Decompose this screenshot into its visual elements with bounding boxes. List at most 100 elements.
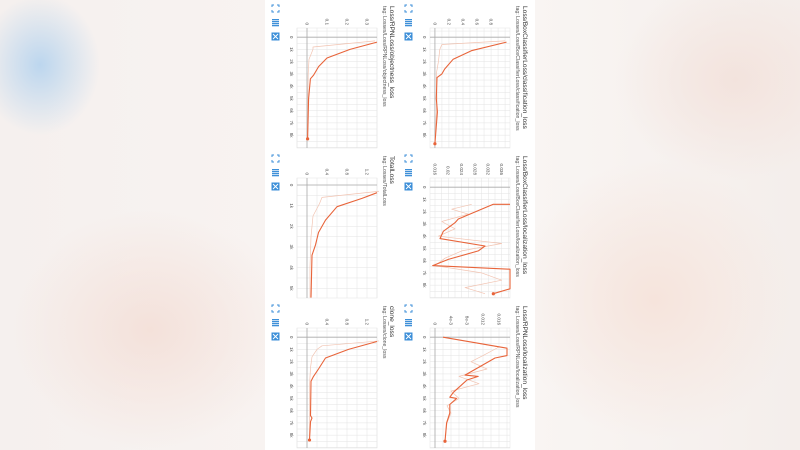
chart-fit-domain-button[interactable]	[272, 32, 281, 41]
line-chart[interactable]: 0 1k 2k 3k 4k 5k 6k 7k 8k 0 0.1 0.2 0.3	[267, 0, 399, 150]
chart-fullscreen-button[interactable]	[272, 154, 281, 163]
fit-domain-icon[interactable]	[405, 182, 414, 191]
chart-data-table-button[interactable]	[272, 168, 281, 177]
y-tick-label: 0.016	[496, 314, 501, 326]
chart-fullscreen-button[interactable]	[272, 304, 281, 313]
fit-domain-icon[interactable]	[272, 332, 281, 341]
x-tick-label: 5k	[289, 396, 294, 402]
line-chart[interactable]: 0 1k 2k 3k 4k 5k 6k 7k 8k 0 0.2 0.4 0.6 0.8	[400, 0, 532, 150]
data-table-icon[interactable]	[272, 18, 281, 27]
x-tick-label: 6k	[422, 408, 427, 414]
raw-series-line	[434, 40, 506, 144]
chart-fit-domain-button[interactable]	[405, 332, 414, 341]
chart-data-table-button[interactable]	[405, 18, 414, 27]
x-tick-label: 0	[422, 336, 427, 339]
y-tick-label: 0.036	[499, 164, 504, 176]
fit-domain-icon[interactable]	[405, 32, 414, 41]
last-point-marker	[443, 439, 447, 443]
chart-data-table-button[interactable]	[272, 18, 281, 27]
chart-fullscreen-button[interactable]	[405, 4, 414, 13]
plot-frame	[296, 327, 378, 449]
x-tick-label: 1k	[422, 47, 427, 53]
x-tick-label: 3k	[422, 221, 427, 227]
y-tick-label: 0.012	[480, 314, 485, 326]
blurred-background-left	[0, 0, 266, 450]
y-tick-label: 0	[432, 322, 437, 325]
x-tick-label: 7k	[289, 120, 294, 126]
chart-fullscreen-button[interactable]	[405, 154, 414, 163]
x-tick-label: 2k	[422, 59, 427, 65]
x-tick-label: 5k	[422, 246, 427, 252]
x-tick-label: 8k	[289, 133, 294, 139]
x-tick-label: 4k	[289, 265, 294, 271]
chart-data-table-button[interactable]	[272, 318, 281, 327]
chart-fit-domain-button[interactable]	[272, 182, 281, 191]
fullscreen-icon[interactable]	[272, 154, 281, 163]
chart-toolbar	[403, 304, 415, 341]
y-tick-label: 0.4	[324, 319, 329, 326]
chart-fullscreen-button[interactable]	[405, 304, 414, 313]
y-tick-label: 0	[304, 172, 309, 175]
chart-data-table-button[interactable]	[405, 168, 414, 177]
chart-card-box-localization-loss: Loss/BoxClassifierLoss/localization_loss…	[400, 150, 532, 300]
fullscreen-icon[interactable]	[405, 154, 414, 163]
fit-domain-icon[interactable]	[272, 182, 281, 191]
chart-fullscreen-button[interactable]	[272, 4, 281, 13]
last-point-marker	[433, 142, 437, 146]
x-tick-label: 4k	[289, 384, 294, 390]
fullscreen-icon[interactable]	[272, 4, 281, 13]
line-chart[interactable]: 0 1k 2k 3k 4k 5k 0 0.4 0.8 1.2	[267, 150, 399, 300]
line-chart[interactable]: 0 1k 2k 3k 4k 5k 6k 7k 8k 0 0.4 0.8 1.2	[267, 300, 399, 450]
fullscreen-icon[interactable]	[272, 304, 281, 313]
chart-fit-domain-button[interactable]	[405, 182, 414, 191]
chart-toolbar	[403, 154, 415, 191]
x-tick-label: 0	[289, 184, 294, 187]
x-tick-label: 5k	[289, 286, 294, 292]
x-tick-label: 5k	[289, 96, 294, 102]
y-tick-label: 0.032	[486, 164, 491, 176]
plot-frame	[296, 27, 378, 149]
x-tick-label: 3k	[422, 71, 427, 77]
fullscreen-icon[interactable]	[405, 304, 414, 313]
y-tick-label: 0	[432, 22, 437, 25]
y-tick-label: 8e-3	[464, 316, 469, 326]
x-tick-label: 7k	[422, 270, 427, 276]
data-table-icon[interactable]	[272, 168, 281, 177]
x-tick-label: 6k	[422, 108, 427, 114]
chart-toolbar	[270, 4, 282, 41]
chart-data-table-button[interactable]	[405, 318, 414, 327]
x-tick-label: 8k	[422, 433, 427, 439]
raw-series-line	[442, 336, 500, 442]
chart-fit-domain-button[interactable]	[272, 332, 281, 341]
line-chart[interactable]: 0 1k 2k 3k 4k 5k 6k 7k 8k 0.016 0.02 0.024 0.028 0.03…	[400, 150, 532, 300]
y-tick-label: 0.016	[432, 164, 437, 176]
y-tick-label: 0.4	[460, 19, 465, 26]
smoothed-series-line	[308, 340, 378, 441]
data-table-icon[interactable]	[405, 18, 414, 27]
smoothed-series-line	[432, 203, 511, 295]
x-tick-label: 2k	[289, 359, 294, 365]
chart-toolbar	[403, 4, 415, 41]
data-table-icon[interactable]	[272, 318, 281, 327]
chart-card-rpn-objectness-loss: Loss/RPNLoss/objectness_loss tag: Losses/…	[267, 0, 399, 150]
x-tick-label: 8k	[422, 133, 427, 139]
raw-series-line	[309, 190, 379, 298]
x-tick-label: 0	[289, 36, 294, 39]
x-tick-label: 1k	[289, 203, 294, 209]
fit-domain-icon[interactable]	[405, 332, 414, 341]
raw-series-line	[307, 40, 376, 139]
x-tick-label: 0	[289, 336, 294, 339]
line-chart[interactable]: 0 1k 2k 3k 4k 5k 6k 7k 8k 0 4e-3 8e-3 0.012 0.016	[400, 300, 532, 450]
fullscreen-icon[interactable]	[405, 4, 414, 13]
x-tick-label: 1k	[289, 47, 294, 53]
y-tick-label: 0.028	[472, 164, 477, 176]
data-table-icon[interactable]	[405, 318, 414, 327]
x-tick-label: 7k	[289, 420, 294, 426]
y-tick-label: 0.1	[324, 19, 329, 26]
x-tick-label: 1k	[422, 197, 427, 203]
smoothed-series-line	[434, 41, 507, 144]
fit-domain-icon[interactable]	[272, 32, 281, 41]
data-table-icon[interactable]	[405, 168, 414, 177]
chart-fit-domain-button[interactable]	[405, 32, 414, 41]
last-point-marker	[305, 137, 310, 141]
